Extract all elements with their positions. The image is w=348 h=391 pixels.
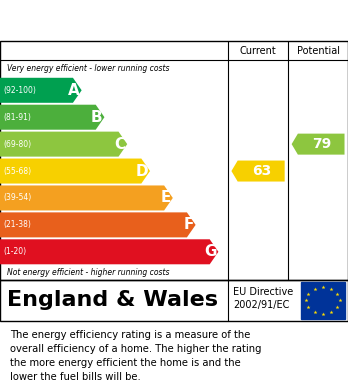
Text: Current: Current [240,46,276,56]
Text: The energy efficiency rating is a measure of the
overall efficiency of a home. T: The energy efficiency rating is a measur… [10,330,262,382]
Polygon shape [0,132,127,157]
Polygon shape [231,161,285,181]
Text: (39-54): (39-54) [3,194,32,203]
Text: Not energy efficient - higher running costs: Not energy efficient - higher running co… [7,268,169,277]
Text: B: B [91,110,103,125]
Polygon shape [292,134,345,154]
Text: 63: 63 [252,164,271,178]
Text: (69-80): (69-80) [3,140,32,149]
Text: Potential: Potential [296,46,340,56]
Text: 79: 79 [312,137,331,151]
Text: EU Directive
2002/91/EC: EU Directive 2002/91/EC [233,287,293,310]
Polygon shape [0,239,219,264]
Text: Very energy efficient - lower running costs: Very energy efficient - lower running co… [7,64,169,73]
Polygon shape [0,185,173,210]
Text: (55-68): (55-68) [3,167,32,176]
Text: (81-91): (81-91) [3,113,31,122]
Polygon shape [0,158,150,183]
Text: (21-38): (21-38) [3,221,31,230]
Text: A: A [68,83,80,98]
Text: England & Wales: England & Wales [7,291,218,310]
Text: E: E [161,190,171,205]
Text: Energy Efficiency Rating: Energy Efficiency Rating [50,11,298,30]
Bar [301,282,345,319]
Text: C: C [114,136,126,152]
Text: (1-20): (1-20) [3,247,26,256]
Text: F: F [183,217,194,232]
Text: G: G [204,244,217,259]
Text: D: D [136,163,148,179]
Polygon shape [0,212,196,237]
Text: (92-100): (92-100) [3,86,36,95]
Polygon shape [0,105,104,130]
Polygon shape [0,78,82,103]
